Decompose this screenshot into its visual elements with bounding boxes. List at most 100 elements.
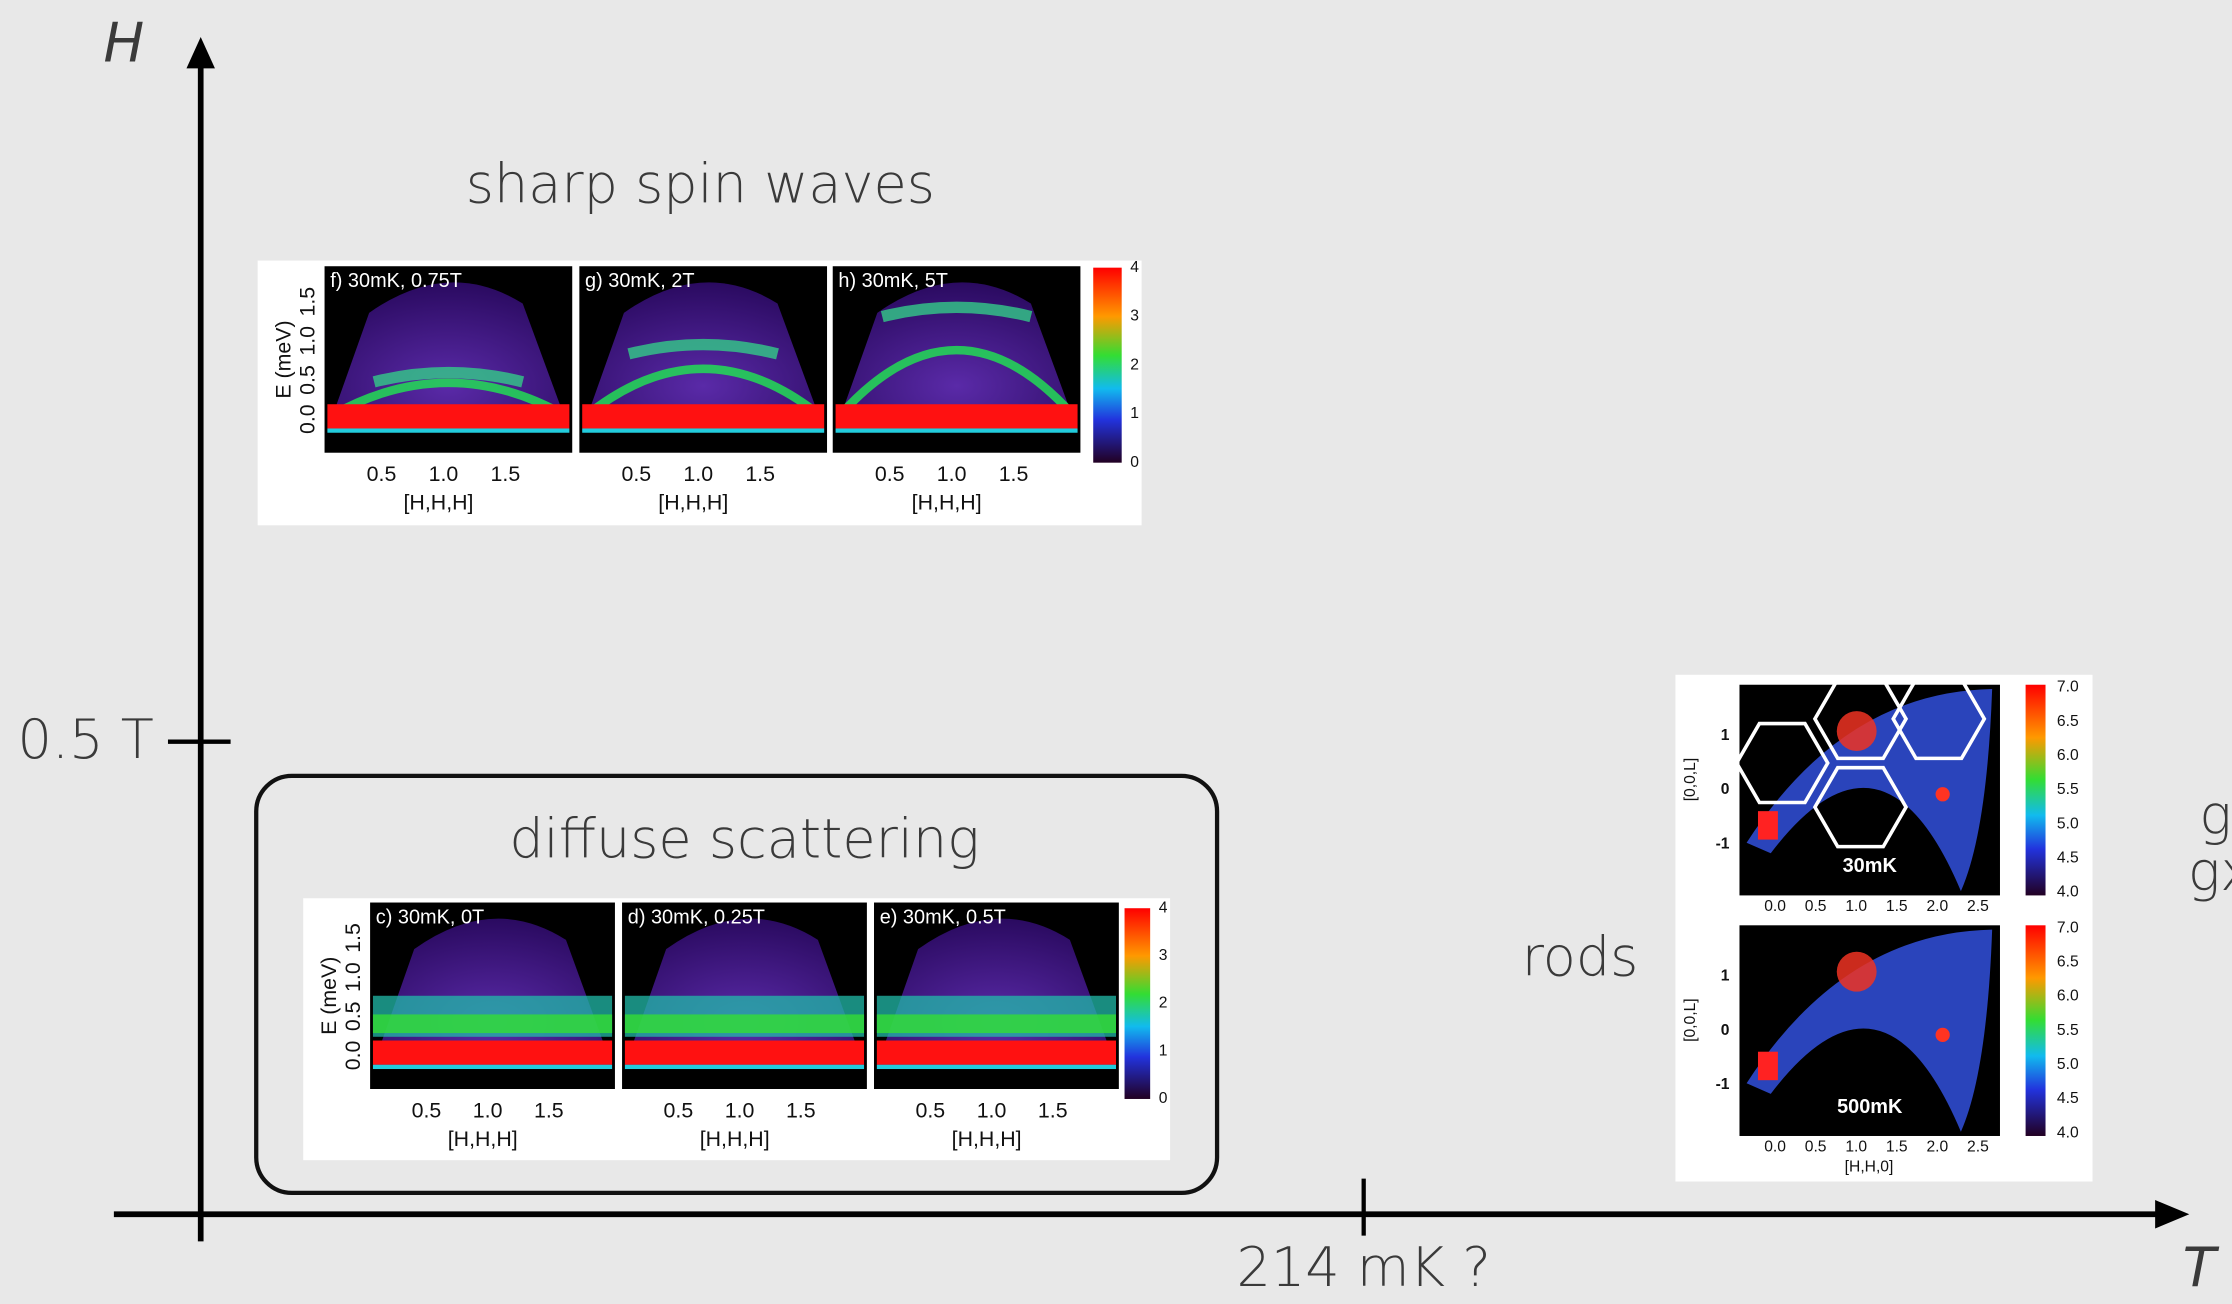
y-tick-label: 1.0: [341, 962, 365, 992]
y-tick-label: 1.5: [296, 287, 320, 317]
x-tick-label: 1.5: [1038, 1098, 1068, 1122]
y-arrow: [186, 37, 214, 68]
y-tick-label: 0.5: [341, 1001, 365, 1031]
panel-label: f) 30mK, 0.75T: [330, 270, 462, 292]
x-axis-label: [H,H,H]: [700, 1127, 770, 1151]
y-axis-label: H: [104, 12, 145, 75]
map-peak: [1936, 787, 1950, 801]
x-tick-label: 1.0: [683, 462, 713, 486]
x-axis-label: [H,H,0]: [1845, 1158, 1894, 1175]
colorbar: [2026, 925, 2046, 1136]
x-axis-label: [H,H,H]: [952, 1127, 1022, 1151]
y-tick-label: 0: [1721, 781, 1730, 798]
colorbar-tick-label: 0: [1159, 1090, 1168, 1107]
x-axis-label: T: [2183, 1236, 2220, 1299]
map-peak: [1758, 811, 1778, 839]
panel-label: e) 30mK, 0.5T: [880, 906, 1006, 928]
y-axis-label: E (meV): [271, 320, 295, 398]
side-text: gxy: [2188, 840, 2232, 903]
colorbar-tick-label: 6.5: [2057, 953, 2079, 970]
heatmap-elastic: [625, 1041, 864, 1065]
x-tick-label: 2.5: [1967, 1139, 1989, 1156]
x-tick-label: 2.5: [1967, 898, 1989, 915]
heatmap-band: [877, 1014, 1116, 1033]
y-tick-label: 1: [1721, 968, 1730, 985]
colorbar-tick-label: 3: [1130, 308, 1139, 325]
side-text: gz: [2199, 783, 2232, 846]
x-tick-label: 1.5: [534, 1098, 564, 1122]
y-tick-label: 1.5: [341, 923, 365, 953]
y-tick-label: 0.0: [296, 404, 320, 434]
x-tick-label: 0.5: [1805, 898, 1827, 915]
x-tick-label: 1.0: [725, 1098, 755, 1122]
panel-label: d) 30mK, 0.25T: [628, 906, 765, 928]
colorbar-tick-label: 5.5: [2057, 1022, 2079, 1039]
colorbar-tick-label: 4: [1159, 899, 1168, 916]
colorbar: [1093, 268, 1121, 463]
x-tick-label: 1.0: [473, 1098, 503, 1122]
colorbar-tick-label: 6.0: [2057, 988, 2079, 1005]
heatmap-edge: [582, 428, 824, 432]
x-tick-label: 1.0: [977, 1098, 1007, 1122]
x-tick-label: 1.5: [745, 462, 775, 486]
panel-label: 500mK: [1837, 1096, 1903, 1118]
slide: H T 0.5 T 214 mK ? sharp spin waves diffuse s…: [0, 0, 2232, 1304]
x-tick-label: 1.5: [1886, 898, 1908, 915]
y-tick-label: 1.0: [296, 326, 320, 356]
y-axis-label: [0,0,L]: [1682, 758, 1699, 801]
colorbar-tick-label: 2: [1159, 995, 1168, 1012]
panel-label: g) 30mK, 2T: [585, 270, 695, 292]
map-peak: [1837, 952, 1877, 992]
x-arrow: [2155, 1200, 2189, 1228]
x-tick-label: 0.5: [367, 462, 397, 486]
x-axis-label: [H,H,H]: [658, 491, 728, 515]
x-tick-label: 0.5: [664, 1098, 694, 1122]
x-tick-label: 1.5: [786, 1098, 816, 1122]
colorbar-tick-label: 4.0: [2057, 1124, 2079, 1141]
heatmap-edge: [836, 428, 1078, 432]
heatmap-elastic: [373, 1041, 612, 1065]
heatmap-band: [373, 1014, 612, 1033]
heatmap-edge: [373, 1065, 612, 1069]
y-tick-label: 0.5: [296, 365, 320, 395]
colorbar-tick-label: 4.5: [2057, 850, 2079, 867]
region-label: sharp spin waves: [466, 153, 935, 216]
x-axis-label: [H,H,H]: [912, 491, 982, 515]
heatmap-edge: [877, 1065, 1116, 1069]
y-tick-label: 0.5 T: [18, 708, 154, 771]
colorbar-tick-label: 3: [1159, 947, 1168, 964]
x-tick-label: 214 mK ?: [1236, 1236, 1490, 1299]
x-tick-label: 1.0: [1845, 898, 1867, 915]
colorbar: [2026, 685, 2046, 896]
panel-label: c) 30mK, 0T: [376, 906, 484, 928]
x-tick-label: 0.5: [875, 462, 905, 486]
map-peak: [1758, 1052, 1778, 1080]
heatmap-elastic: [582, 404, 824, 428]
heatmap-edge: [327, 428, 569, 432]
x-tick-label: 0.5: [1805, 1139, 1827, 1156]
y-tick-label: 0.0: [341, 1040, 365, 1070]
panel-label: h) 30mK, 5T: [838, 270, 948, 292]
x-axis-label: [H,H,H]: [448, 1127, 518, 1151]
colorbar-tick-label: 6.0: [2057, 747, 2079, 764]
heatmap-elastic: [836, 404, 1078, 428]
colorbar-tick-label: 0: [1130, 454, 1139, 471]
colorbar-tick-label: 7.0: [2057, 679, 2079, 696]
x-tick-label: 0.0: [1764, 898, 1786, 915]
heatmap-elastic: [327, 404, 569, 428]
x-tick-label: 0.0: [1764, 1139, 1786, 1156]
colorbar-tick-label: 1: [1159, 1042, 1168, 1059]
x-tick-label: 1.5: [999, 462, 1029, 486]
colorbar: [1125, 908, 1151, 1099]
x-tick-label: 1.0: [1845, 1139, 1867, 1156]
colorbar-tick-label: 5.5: [2057, 781, 2079, 798]
colorbar-tick-label: 1: [1130, 405, 1139, 422]
x-tick-label: 0.5: [621, 462, 651, 486]
y-tick-label: -1: [1716, 835, 1730, 852]
region-label: diffuse scattering: [509, 807, 979, 870]
heatmap-band: [625, 1014, 864, 1033]
heatmap-edge: [625, 1065, 864, 1069]
colorbar-tick-label: 7.0: [2057, 919, 2079, 936]
y-tick-label: 1: [1721, 727, 1730, 744]
x-tick-label: 1.0: [429, 462, 459, 486]
